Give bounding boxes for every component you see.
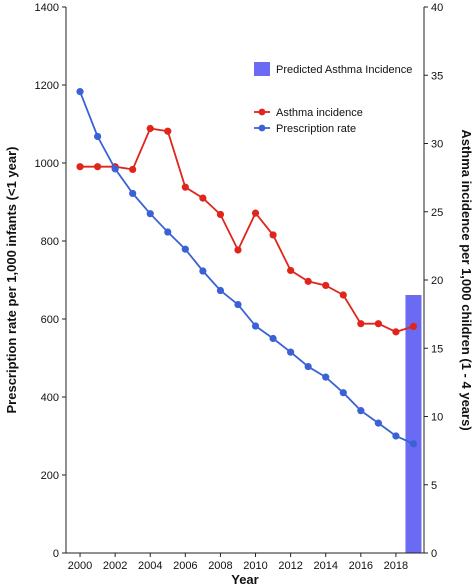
prescription-rate-point (199, 267, 207, 275)
prescription-rate-point (93, 132, 102, 141)
prescription-rate-point (164, 228, 172, 236)
right-y-axis-title: Asthma incidence per 1,000 children (1 -… (459, 129, 474, 430)
asthma-incidence-point (339, 291, 347, 299)
asthma-incidence-point (392, 328, 400, 336)
asthma-incidence-point (146, 124, 154, 133)
prescription-rate-point (269, 334, 277, 343)
legend-point-swatch (258, 108, 266, 116)
x-tick-label: 2012 (278, 560, 302, 572)
prescription-rate-point (129, 189, 137, 198)
asthma-incidence-point (304, 277, 312, 285)
left-y-tick-label: 1200 (35, 80, 59, 92)
asthma-incidence-point (287, 266, 295, 275)
predicted-asthma-incidence-bar (405, 295, 422, 553)
legend-point-swatch (258, 124, 266, 132)
prescription-rate-point (111, 165, 119, 173)
asthma-incidence-point (129, 165, 137, 174)
right-y-tick-label: 35 (431, 70, 443, 82)
right-y-tick-label: 0 (431, 548, 437, 560)
x-tick-label: 2002 (103, 560, 127, 572)
x-tick-label: 2006 (173, 560, 197, 572)
asthma-incidence-point (199, 194, 207, 202)
asthma-incidence-point (234, 246, 242, 254)
asthma-incidence-line (80, 127, 414, 333)
asthma-incidence-point (93, 163, 102, 171)
prescription-rate-point (304, 362, 312, 371)
right-y-tick-label: 30 (431, 139, 443, 151)
asthma-incidence-point (251, 209, 260, 217)
left-y-tick-label: 800 (41, 236, 59, 248)
left-y-tick-label: 400 (41, 392, 59, 404)
prescription-rate-point (357, 407, 365, 415)
x-tick-label: 2018 (384, 560, 408, 572)
x-tick-label: 2010 (243, 560, 267, 572)
prescription-rate-point (339, 389, 347, 397)
asthma-incidence-point (181, 183, 189, 191)
x-tick-label: 2008 (208, 560, 232, 572)
asthma-incidence-point (269, 231, 277, 239)
prescription-rate-line (79, 91, 414, 445)
x-tick-label: 2004 (138, 560, 162, 572)
x-axis-title: Year (231, 572, 258, 587)
prescription-rate-point (146, 210, 154, 218)
asthma-incidence-point (164, 127, 172, 135)
asthma-incidence-point (216, 210, 225, 219)
right-y-tick-label: 5 (431, 480, 437, 492)
asthma-incidence-point (76, 163, 84, 171)
prescription-rate-point (392, 432, 400, 440)
prescription-rate-point (216, 286, 225, 295)
prescription-rate-point (251, 322, 260, 330)
legend-series-label: Asthma incidence (276, 107, 363, 119)
left-y-tick-label: 0 (53, 548, 59, 560)
right-y-tick-label: 10 (431, 412, 443, 424)
asthma-incidence-point (322, 281, 330, 290)
x-tick-label: 2014 (313, 560, 337, 572)
legend-bar-label: Predicted Asthma Incidence (276, 64, 412, 76)
prescription-rate-point (76, 88, 84, 96)
left-y-tick-label: 1400 (35, 2, 59, 14)
x-tick-label: 2016 (349, 560, 373, 572)
asthma-incidence-point (374, 320, 382, 328)
x-tick-label: 2000 (68, 560, 92, 572)
prescription-rate-point (181, 245, 189, 253)
legend-series-label: Prescription rate (276, 123, 356, 135)
prescription-rate-point (287, 348, 295, 356)
left-y-tick-label: 600 (41, 314, 59, 326)
right-y-tick-label: 25 (431, 207, 443, 219)
prescription-rate-point (409, 440, 418, 448)
right-y-tick-label: 40 (431, 2, 443, 14)
legend-bar-swatch (254, 62, 270, 76)
prescription-rate-point (374, 419, 382, 427)
left-y-tick-label: 200 (41, 470, 59, 482)
asthma-incidence-point (409, 322, 418, 331)
left-y-tick-label: 1000 (35, 158, 59, 170)
prescription-rate-point (322, 373, 330, 381)
left-y-axis-title: Prescription rate per 1,000 infants (<1 … (4, 147, 19, 414)
asthma-incidence-point (357, 320, 365, 328)
right-y-tick-label: 15 (431, 343, 443, 355)
prescription-rate-point (234, 300, 242, 309)
right-y-tick-label: 20 (431, 275, 443, 287)
